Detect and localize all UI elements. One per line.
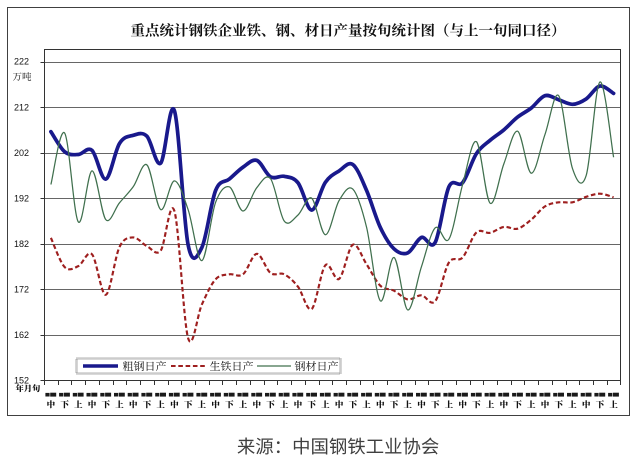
svg-text:202: 202 [14, 148, 29, 158]
svg-text:152: 152 [14, 376, 29, 386]
svg-text:192: 192 [14, 193, 29, 203]
svg-text:172: 172 [14, 285, 29, 295]
svg-text:212: 212 [14, 102, 29, 112]
svg-text:222: 222 [14, 57, 29, 67]
svg-text:182: 182 [14, 239, 29, 249]
svg-text:162: 162 [14, 330, 29, 340]
